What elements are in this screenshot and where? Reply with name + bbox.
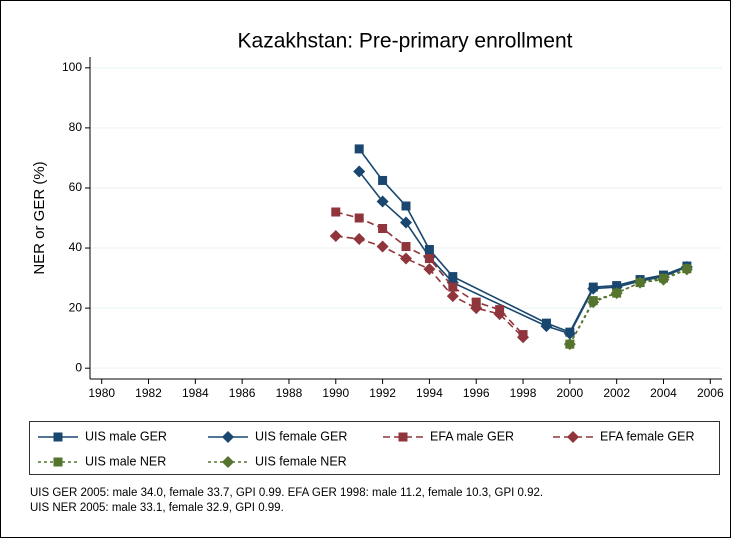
marker [376,240,389,253]
y-tick-label: 100 [62,60,82,74]
legend-label: UIS female NER [255,454,347,468]
marker [423,263,436,276]
legend-label: UIS male GER [85,429,167,443]
marker [378,175,388,185]
legend-label: EFA female GER [600,429,694,443]
marker [354,213,364,223]
x-tick-label: 1988 [276,386,303,400]
x-tick-label: 1994 [416,386,443,400]
marker [587,282,600,295]
marker [401,242,411,252]
marker [470,302,483,315]
y-tick-label: 60 [69,180,83,194]
legend-marker [222,431,234,443]
marker [353,165,366,178]
x-tick-label: 1998 [510,386,537,400]
y-tick-label: 40 [69,240,83,254]
x-tick-label: 1996 [463,386,490,400]
marker [354,144,364,154]
marker [563,338,576,351]
marker [587,296,600,309]
y-tick-label: 20 [69,300,83,314]
legend-marker [53,432,63,442]
marker [448,282,458,292]
marker [448,272,458,282]
marker [610,287,623,300]
legend-label: UIS male NER [85,454,166,468]
marker [331,207,341,217]
legend-label: UIS female GER [255,429,347,443]
marker [471,297,481,307]
legend-label: EFA male GER [430,429,514,443]
marker [400,216,412,229]
legend-marker [567,431,579,443]
legend-marker [53,457,63,467]
marker [424,245,434,255]
y-axis-label: NER or GER (%) [31,161,48,274]
x-tick-label: 1992 [369,386,396,400]
x-tick-label: 2004 [650,386,677,400]
x-tick-label: 2000 [557,386,584,400]
x-tick-label: 1990 [322,386,349,400]
marker [376,195,389,208]
marker [401,201,411,211]
x-tick-label: 2006 [697,386,724,400]
marker [517,331,530,344]
marker [400,252,412,265]
note: UIS NER 2005: male 33.1, female 32.9, GP… [30,502,284,514]
legend-marker [398,432,408,442]
x-tick-label: 1982 [135,386,162,400]
marker [329,230,342,243]
legend-box [29,421,720,475]
marker [424,254,434,264]
marker [446,290,459,303]
x-tick-label: 1986 [229,386,256,400]
x-tick-label: 1980 [88,386,115,400]
legend-marker [222,456,234,468]
marker [657,273,670,286]
marker [378,224,388,234]
note: UIS GER 2005: male 34.0, female 33.7, GP… [30,487,543,499]
marker [353,233,366,246]
marker [634,276,647,289]
chart-title: Kazakhstan: Pre-primary enrollment [238,30,573,53]
x-tick-label: 2002 [603,386,630,400]
x-tick-label: 1984 [182,386,209,400]
y-tick-label: 0 [75,360,82,374]
y-tick-label: 80 [69,120,83,134]
marker [493,308,506,321]
marker [563,327,576,340]
marker [680,263,693,276]
marker [540,320,553,333]
